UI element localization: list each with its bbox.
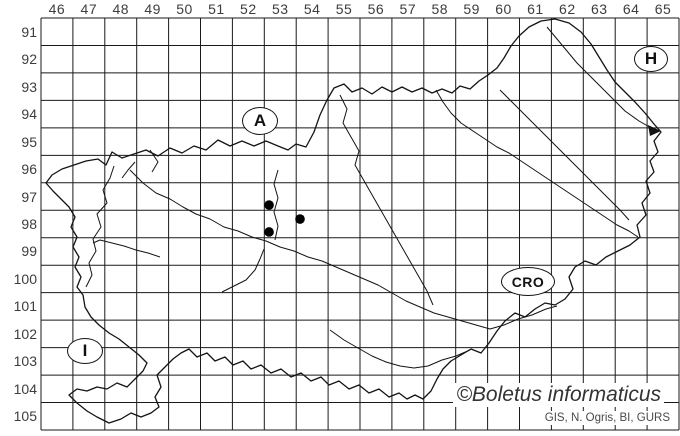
country-label-austria: A [242, 107, 278, 135]
country-code-austria: A [253, 111, 267, 130]
col-label-57: 57 [399, 1, 417, 17]
col-label-64: 64 [622, 1, 640, 17]
occurrence-dot-2 [295, 214, 305, 224]
row-label-92: 92 [21, 51, 37, 68]
col-label-59: 59 [463, 1, 480, 17]
country-label-hungary: H [634, 46, 668, 72]
col-label-56: 56 [367, 1, 385, 17]
col-label-65: 65 [654, 1, 672, 17]
stream-nw-2 [149, 149, 159, 173]
row-label-101: 101 [13, 298, 37, 315]
col-label-53: 53 [271, 1, 289, 17]
row-label-91: 91 [21, 23, 37, 40]
col-label-61: 61 [527, 1, 544, 17]
river-savinja [339, 94, 434, 306]
rivers [85, 26, 654, 369]
row-label-105: 105 [13, 408, 37, 425]
col-label-46: 46 [48, 1, 66, 17]
row-label-94: 94 [21, 106, 37, 123]
row-label-95: 95 [21, 133, 37, 150]
grid-lines [40, 17, 680, 431]
col-label-58: 58 [431, 1, 449, 17]
row-label-100: 100 [13, 270, 37, 287]
col-label-60: 60 [495, 1, 512, 17]
row-label-98: 98 [21, 216, 37, 232]
river-drava [435, 89, 639, 238]
river-idrijca [92, 239, 161, 258]
river-krka [329, 329, 471, 369]
col-label-47: 47 [80, 1, 98, 17]
river-ljubljanica [221, 248, 265, 293]
row-label-97: 97 [21, 188, 37, 205]
row-label-104: 104 [13, 380, 37, 397]
country-label-italy: I [67, 338, 103, 364]
occurrence-dot-1 [264, 200, 274, 210]
river-sava [129, 169, 558, 330]
row-label-99: 99 [21, 243, 37, 260]
country-code-croatia: CRO [511, 273, 545, 290]
col-label-50: 50 [176, 1, 193, 17]
river-kamniska-bistrica [273, 169, 279, 241]
stream-nw-1 [121, 161, 136, 179]
occurrence-dot-3 [264, 227, 274, 237]
col-label-55: 55 [335, 1, 353, 17]
slovenia-border-path [45, 18, 662, 424]
country-border [45, 18, 662, 424]
river-soca [85, 165, 115, 288]
row-label-102: 102 [13, 325, 37, 342]
country-code-hungary: H [644, 49, 658, 68]
col-label-51: 51 [208, 1, 225, 17]
mura-outflow-mark [648, 125, 661, 136]
country-code-italy: I [82, 341, 88, 360]
col-label-52: 52 [240, 1, 257, 17]
river-mura [546, 26, 654, 130]
col-label-49: 49 [144, 1, 161, 17]
watermark-text: ©Boletus informaticus [453, 383, 664, 407]
col-label-48: 48 [112, 1, 130, 17]
occurrence-dots [264, 200, 305, 237]
col-label-63: 63 [590, 1, 608, 17]
row-label-93: 93 [21, 78, 37, 95]
row-label-96: 96 [21, 161, 37, 178]
river-pesnica [499, 89, 630, 221]
row-label-103: 103 [13, 353, 37, 370]
country-label-croatia: CRO [501, 267, 555, 296]
col-label-54: 54 [303, 1, 321, 17]
sources-text: GIS, N. Ogris, BI, GURS [540, 411, 674, 425]
col-label-62: 62 [559, 1, 576, 17]
